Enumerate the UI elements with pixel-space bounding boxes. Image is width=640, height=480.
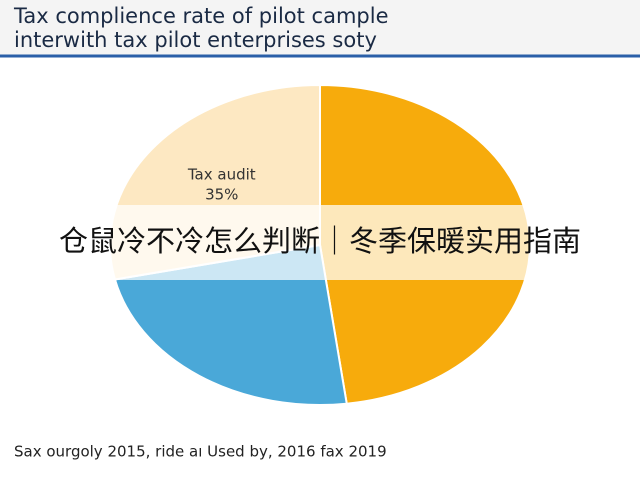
slice-value: 35% bbox=[205, 185, 238, 203]
slice-name: Tax audit bbox=[187, 165, 256, 183]
title-bar bbox=[0, 0, 640, 56]
chart-title: Tax complience rate of pilot cample inter… bbox=[13, 4, 389, 52]
overlay-text: 仓鼠冷不冷怎么判断｜冬季保暖实用指南 bbox=[59, 218, 581, 260]
slice-labels: Tax audit 35% bbox=[187, 165, 256, 203]
footnote: Sax ourgoly 2015, ride aı Used by, 2016 … bbox=[14, 443, 387, 461]
pie-slice bbox=[113, 243, 348, 406]
overlay-band bbox=[0, 205, 640, 280]
